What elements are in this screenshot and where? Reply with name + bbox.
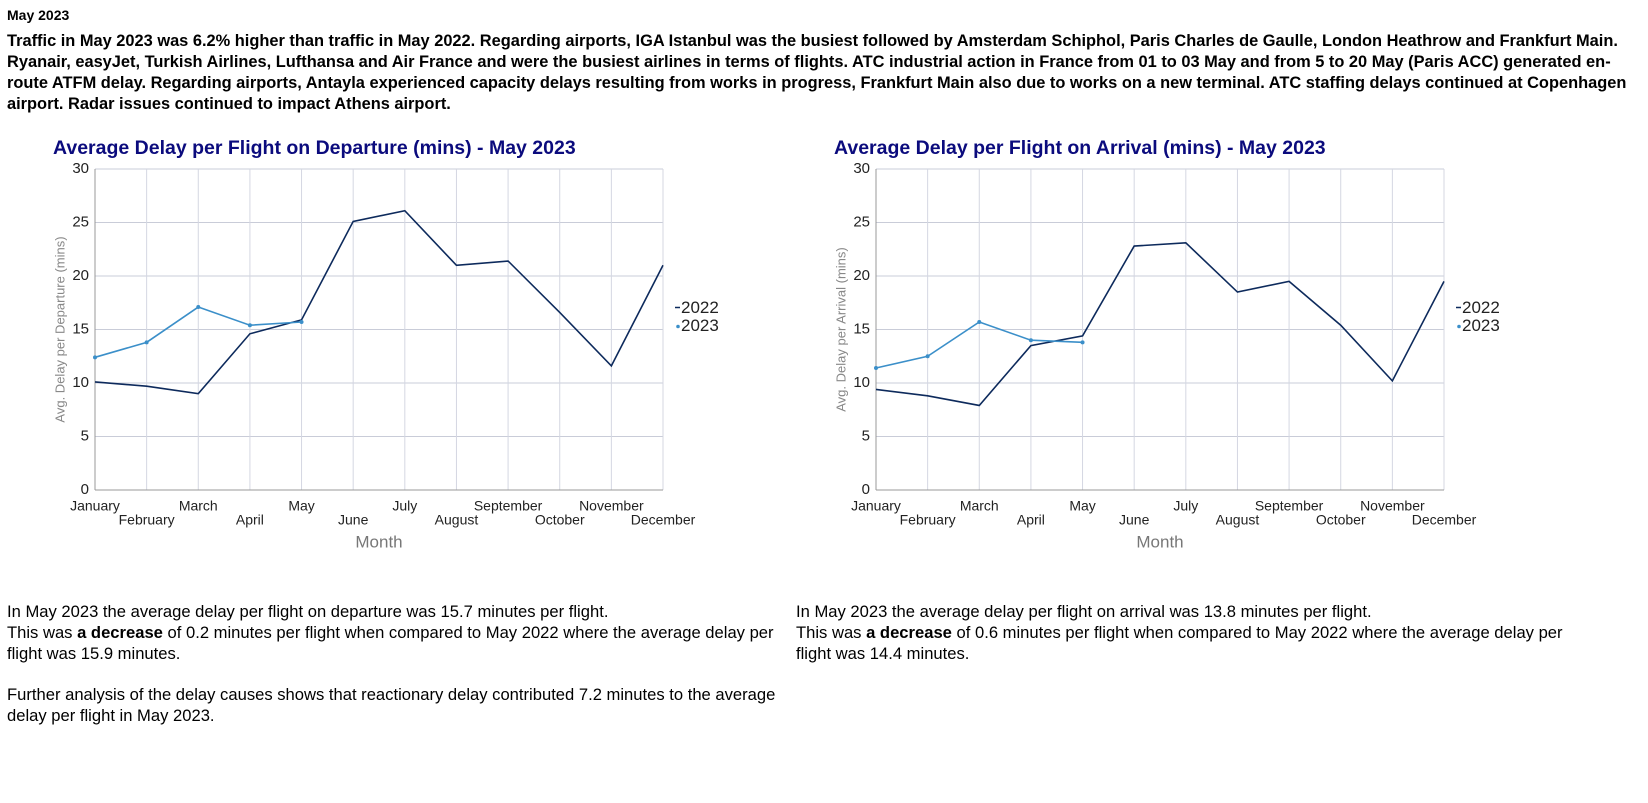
- x-tick-label: July: [392, 498, 417, 514]
- x-tick-label: August: [435, 512, 479, 528]
- page-title: May 2023: [7, 7, 70, 23]
- charts: 051015202530JanuaryFebruaryMarchAprilMay…: [52, 137, 1500, 551]
- y-tick-label: 20: [72, 267, 89, 284]
- y-tick-label: 0: [862, 481, 870, 498]
- note-text: This was: [796, 623, 862, 642]
- x-tick-label: January: [70, 498, 120, 514]
- x-tick-label: July: [1173, 498, 1198, 514]
- y-tick-label: 15: [853, 320, 870, 337]
- legend-label: 2023: [681, 316, 719, 335]
- x-tick-label: October: [1316, 512, 1366, 528]
- point: [1080, 340, 1085, 345]
- x-tick-label: October: [535, 512, 585, 528]
- y-tick-label: 25: [72, 213, 89, 230]
- y-axis-label: Avg. Delay per Arrival (mins): [833, 247, 848, 411]
- point: [299, 320, 304, 325]
- x-axis-label: Month: [355, 532, 402, 551]
- x-tick-label: April: [236, 512, 264, 528]
- point: [93, 355, 97, 360]
- x-tick-label: March: [960, 498, 999, 514]
- note-text: In May 2023 the average delay per flight…: [7, 602, 609, 621]
- chart-title: Average Delay per Flight on Departure (m…: [53, 137, 576, 159]
- y-axis-label: Avg. Delay per Departure (mins): [52, 236, 67, 422]
- point: [1028, 338, 1033, 343]
- chart-title: Average Delay per Flight on Arrival (min…: [834, 137, 1326, 159]
- y-tick-label: 10: [72, 374, 89, 391]
- point: [977, 320, 982, 325]
- y-tick-label: 30: [72, 160, 89, 177]
- summary: Traffic in May 2023 was 6.2% higher than…: [7, 32, 1627, 113]
- y-tick-label: 15: [72, 320, 89, 337]
- note: In May 2023 the average delay per flight…: [796, 601, 1566, 684]
- note-text: of 0.6 minutes per flight when compared …: [796, 623, 1563, 663]
- point: [874, 366, 878, 371]
- note-text: This was: [7, 623, 73, 642]
- y-tick-label: 25: [853, 213, 870, 230]
- note-emphasis: a decrease: [866, 623, 952, 642]
- x-tick-label: March: [179, 498, 218, 514]
- y-tick-label: 30: [853, 160, 870, 177]
- x-tick-label: April: [1017, 512, 1045, 528]
- x-tick-label: June: [338, 512, 369, 528]
- y-tick-label: 5: [81, 427, 89, 444]
- x-tick-label: November: [1360, 498, 1425, 514]
- legend-marker: [1457, 324, 1461, 329]
- x-tick-label: January: [851, 498, 901, 514]
- y-tick-label: 20: [853, 267, 870, 284]
- note-text: In May 2023 the average delay per flight…: [796, 602, 1372, 621]
- legend-marker: [676, 324, 680, 329]
- note-paragraph: In May 2023 the average delay per flight…: [796, 601, 1566, 664]
- y-tick-label: 5: [862, 427, 870, 444]
- note-paragraph: Further analysis of the delay causes sho…: [7, 685, 776, 725]
- point: [144, 340, 149, 345]
- x-tick-label: May: [1069, 498, 1095, 514]
- x-tick-label: June: [1119, 512, 1150, 528]
- x-tick-label: November: [579, 498, 644, 514]
- point: [247, 323, 252, 328]
- series-line: [94, 209, 664, 395]
- x-tick-label: September: [1255, 498, 1324, 514]
- legend-label: 2023: [1462, 316, 1500, 335]
- x-tick-label: September: [474, 498, 543, 514]
- series-line: [875, 242, 1445, 407]
- note-emphasis: a decrease: [77, 623, 163, 642]
- x-tick-label: December: [631, 512, 696, 528]
- point: [925, 354, 930, 359]
- legend-label: 2022: [1462, 298, 1500, 317]
- y-tick-label: 10: [853, 374, 870, 391]
- x-tick-label: December: [1412, 512, 1477, 528]
- legend-label: 2022: [681, 298, 719, 317]
- x-axis-label: Month: [1136, 532, 1183, 551]
- x-tick-label: February: [900, 512, 956, 528]
- note-text: of 0.2 minutes per flight when compared …: [7, 623, 774, 663]
- x-tick-label: May: [288, 498, 314, 514]
- y-tick-label: 0: [81, 481, 89, 498]
- x-tick-label: February: [119, 512, 175, 528]
- note-paragraph: In May 2023 the average delay per flight…: [7, 601, 777, 664]
- x-tick-label: August: [1216, 512, 1260, 528]
- note: In May 2023 the average delay per flight…: [7, 601, 777, 746]
- point: [196, 305, 201, 310]
